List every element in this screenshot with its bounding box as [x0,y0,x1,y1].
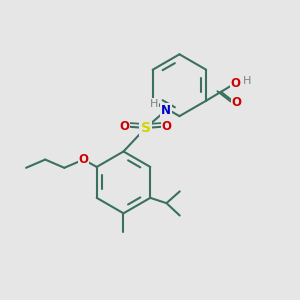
Text: O: O [232,96,242,109]
Text: O: O [119,120,129,133]
Text: O: O [231,76,241,89]
Text: O: O [162,120,172,133]
Text: H: H [243,76,251,86]
Text: O: O [79,153,88,166]
Text: N: N [161,104,171,117]
Text: S: S [141,121,151,135]
Text: H: H [150,99,158,109]
